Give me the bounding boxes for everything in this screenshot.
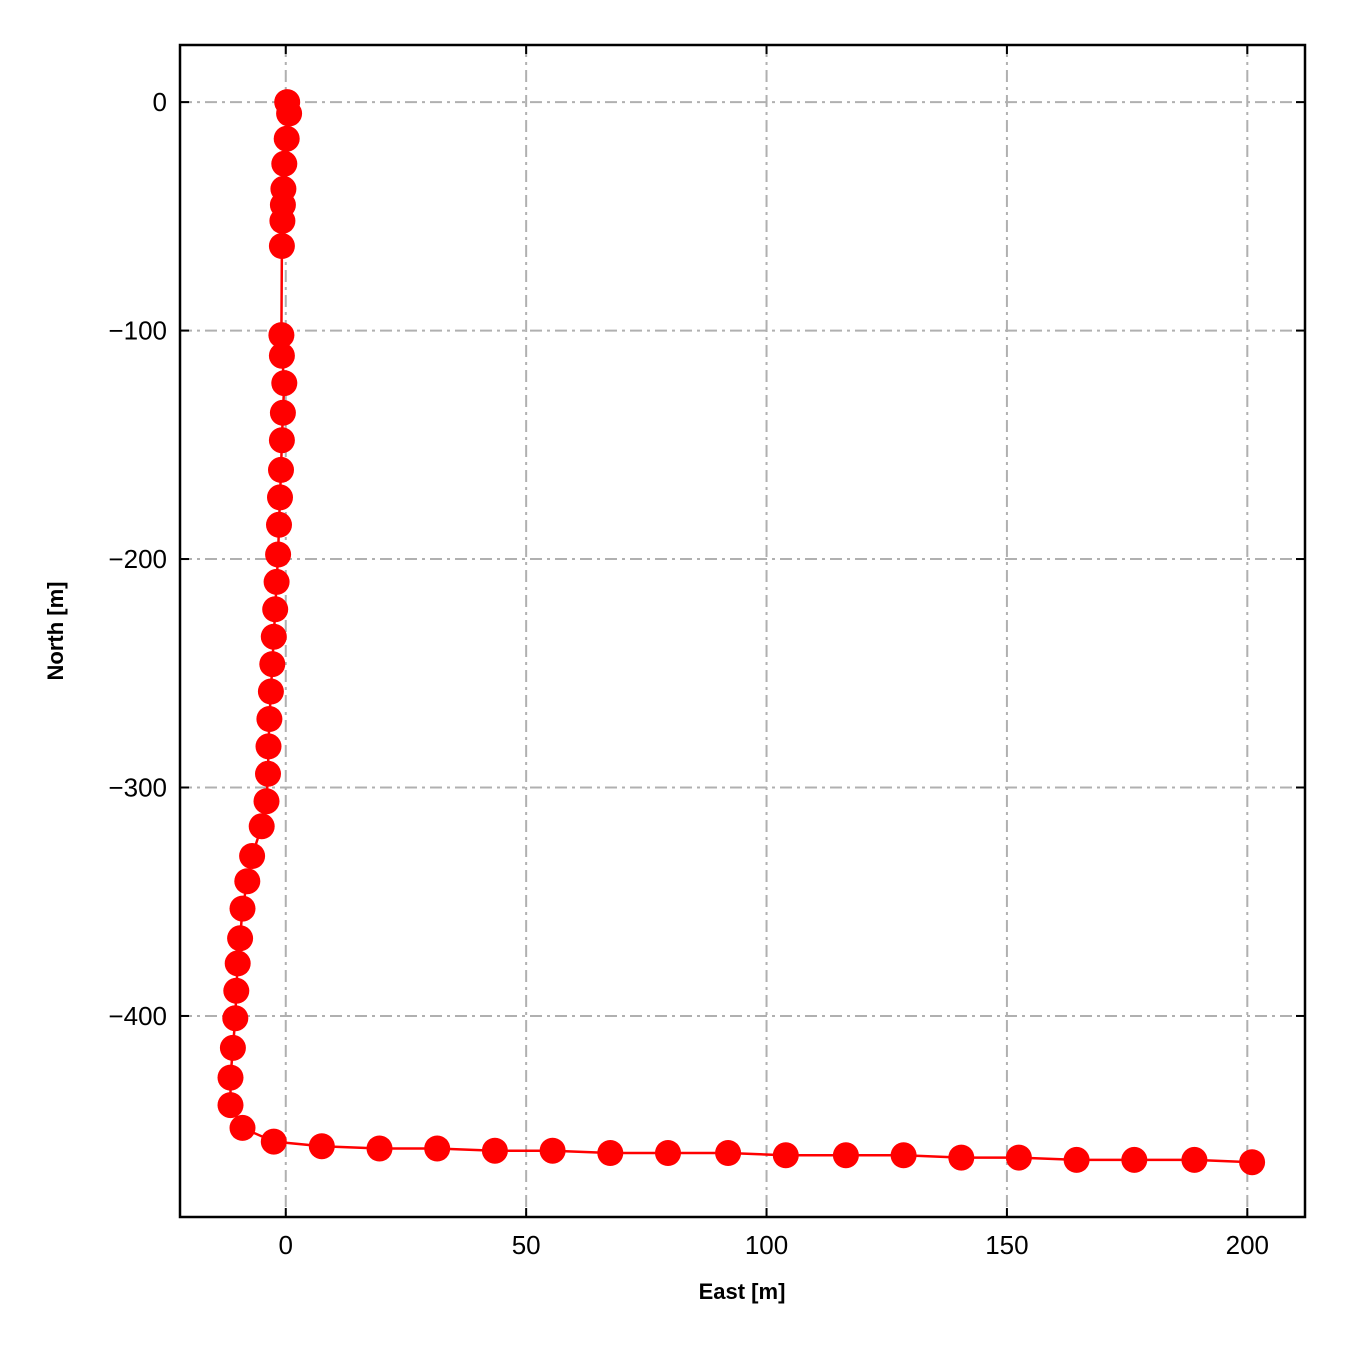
ticks: 0 50 100 150 200 0 −100 −200 −300 −400 (108, 45, 1305, 1260)
data-point (222, 1005, 249, 1032)
data-point (1239, 1149, 1266, 1176)
data-point (308, 1133, 335, 1160)
data-point (234, 868, 261, 895)
data-point (253, 788, 280, 815)
markers (217, 89, 1266, 1176)
x-tick-label: 200 (1226, 1230, 1269, 1260)
y-tick-label: −400 (108, 1001, 167, 1031)
x-tick-label: 0 (279, 1230, 293, 1260)
data-point (655, 1140, 681, 1166)
data-point (481, 1137, 508, 1164)
data-point (263, 568, 290, 595)
data-point (265, 541, 292, 568)
data-point (229, 895, 256, 922)
data-point (260, 1128, 287, 1155)
data-point (772, 1142, 799, 1169)
data-point (260, 623, 287, 650)
data-point (268, 322, 295, 349)
data-point (219, 1034, 246, 1061)
data-point (832, 1142, 859, 1169)
data-point (715, 1140, 742, 1166)
data-point (256, 706, 283, 732)
x-tick-label: 50 (512, 1230, 541, 1260)
data-point (262, 596, 289, 623)
data-point (948, 1144, 975, 1171)
data-point (424, 1135, 451, 1162)
data-point (269, 207, 296, 234)
data-point (266, 511, 292, 538)
x-tick-label: 100 (745, 1230, 788, 1260)
y-tick-label: 0 (153, 87, 167, 117)
grid (180, 45, 1305, 1217)
data-point (597, 1140, 624, 1166)
data-point (268, 427, 295, 454)
data-point (217, 1092, 244, 1119)
data-point (276, 100, 303, 127)
data-point (271, 150, 298, 177)
data-point (1121, 1146, 1148, 1173)
data-point (227, 925, 254, 952)
x-tick-label: 150 (985, 1230, 1028, 1260)
data-point (259, 651, 286, 678)
data-point (255, 733, 282, 760)
x-axis-label: East [m] (699, 1279, 786, 1304)
y-tick-label: −300 (108, 772, 167, 802)
data-point (271, 370, 298, 397)
data-point (1063, 1146, 1090, 1173)
data-point (1005, 1144, 1032, 1171)
data-point (255, 760, 281, 787)
data-point (224, 950, 251, 977)
data-point (366, 1135, 393, 1162)
data-point (539, 1137, 566, 1164)
data-point (269, 399, 296, 426)
y-tick-label: −200 (108, 544, 167, 574)
data-point (267, 484, 293, 511)
data-point (890, 1142, 917, 1169)
data-point (273, 125, 300, 152)
data-point (229, 1114, 256, 1141)
data-point (239, 843, 266, 869)
data-point (268, 233, 295, 259)
data-point (248, 813, 275, 840)
data-point (268, 342, 295, 369)
series-line (229, 101, 1253, 1164)
y-axis-label: North [m] (43, 582, 68, 681)
series-layer (217, 89, 1266, 1176)
plot-frame (178, 43, 1307, 1219)
y-tick-label: −100 (108, 316, 167, 346)
data-point (1181, 1146, 1208, 1173)
data-point (217, 1064, 244, 1091)
data-point (223, 977, 250, 1004)
data-point (268, 456, 294, 483)
data-point (257, 678, 284, 705)
